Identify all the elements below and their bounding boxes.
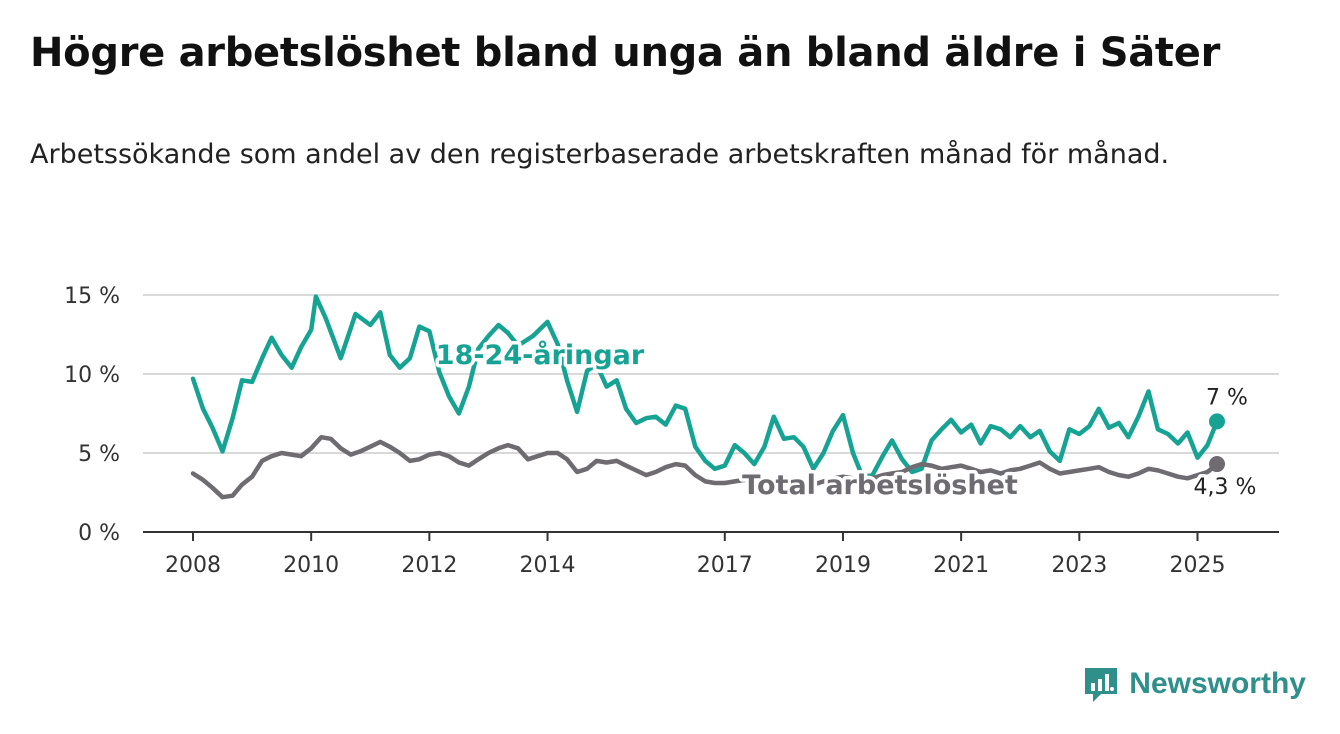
series-lines: [190, 294, 1225, 500]
annotations: 18-24-åringar Total arbetslöshet 7 % 4,3 %: [432, 336, 1260, 505]
x-tick-label: 2021: [933, 553, 989, 578]
x-tick-label: 2010: [283, 553, 339, 578]
x-tick-label: 2023: [1051, 553, 1107, 578]
series-line-youth: [190, 294, 1220, 479]
y-tick-label: 10 %: [64, 363, 120, 388]
y-tick-label: 0 %: [78, 521, 120, 546]
chart-subtitle: Arbetssökande som andel av den registerb…: [30, 139, 1170, 170]
x-tick-label: 2012: [401, 553, 457, 578]
end-value-label-total: 4,3 %: [1194, 475, 1257, 500]
series-label-youth: 18-24-åringar: [436, 339, 645, 371]
grid-lines: [143, 294, 1279, 454]
y-tick-label: 5 %: [78, 442, 120, 467]
series-label-total: Total arbetslöshet: [742, 470, 1018, 501]
x-tick-label: 2019: [815, 553, 871, 578]
x-tick-label: 2017: [697, 553, 753, 578]
series-end-point: [1209, 456, 1225, 473]
x-tick-label: 2014: [520, 553, 576, 578]
newsworthy-logo-icon: [1085, 668, 1118, 702]
series-line-total: [190, 434, 1220, 500]
brand-name: Newsworthy: [1129, 667, 1306, 700]
series-end-point: [1209, 413, 1225, 430]
page-title: Högre arbetslöshet bland unga än bland ä…: [30, 30, 1221, 76]
brand-logo: Newsworthy: [1083, 664, 1306, 704]
end-value-label-youth: 7 %: [1206, 385, 1248, 410]
axes: 0 % 5 % 10 % 15 % 2008 2010 2012 2014 2017 2019 20…: [64, 284, 1279, 578]
x-tick-label: 2008: [165, 553, 221, 578]
x-tick-label: 2025: [1170, 553, 1226, 578]
y-tick-label: 15 %: [64, 284, 120, 309]
